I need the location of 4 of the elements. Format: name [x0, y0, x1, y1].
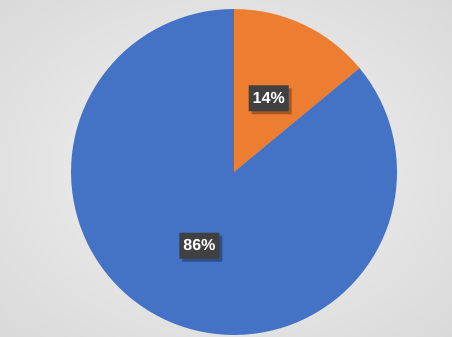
pie-slice [71, 9, 397, 335]
data-label: 86% [183, 237, 216, 254]
data-label: 14% [252, 90, 285, 107]
pie-slice [234, 9, 360, 172]
